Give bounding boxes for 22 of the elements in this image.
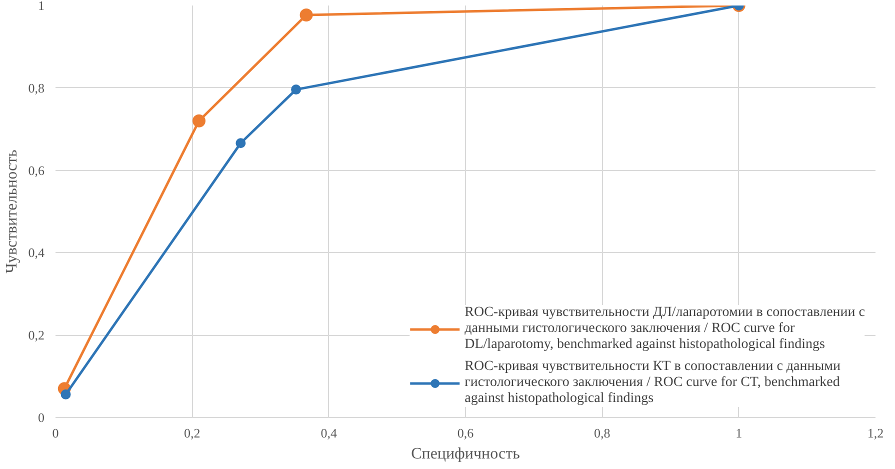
legend-label: ROC-кривая чувствительности ДЛ/лапаротомии в сопоставлении с данными гистологического заключения / ROC curve for DL/laparotomy, benchmarked against histopathological findings bbox=[464, 305, 865, 353]
y-tick-label: 0 bbox=[38, 410, 44, 425]
y-tick-label: 0,6 bbox=[28, 162, 45, 178]
point bbox=[192, 114, 206, 128]
y-tick-label: 1 bbox=[38, 0, 44, 13]
y-tick-label: 0,8 bbox=[28, 80, 44, 96]
y-tick-label: 0,2 bbox=[28, 328, 44, 343]
x-axis-title: Специфичность bbox=[411, 446, 520, 462]
y-axis-title: Чувствительность bbox=[3, 150, 20, 274]
x-tick-label: 0 bbox=[52, 426, 59, 440]
point bbox=[291, 84, 302, 95]
point bbox=[300, 8, 313, 22]
legend-label: ROC-кривая чувствительности КТ в сопоставлении с данными гистологического заключения / ROC curve for CT, benchmarked against histopathological findings bbox=[464, 359, 840, 407]
point bbox=[236, 138, 246, 148]
x-tick-label: 1,2 bbox=[867, 426, 884, 440]
x-tick-label: 0,6 bbox=[457, 426, 474, 440]
x-tick-label: 0,2 bbox=[184, 426, 200, 440]
y-tick-label: 0,4 bbox=[28, 245, 45, 260]
x-tick-label: 0,4 bbox=[320, 426, 338, 440]
point bbox=[60, 389, 71, 400]
x-tick-label: 1 bbox=[736, 426, 742, 440]
x-tick-label: 0,8 bbox=[594, 426, 610, 440]
